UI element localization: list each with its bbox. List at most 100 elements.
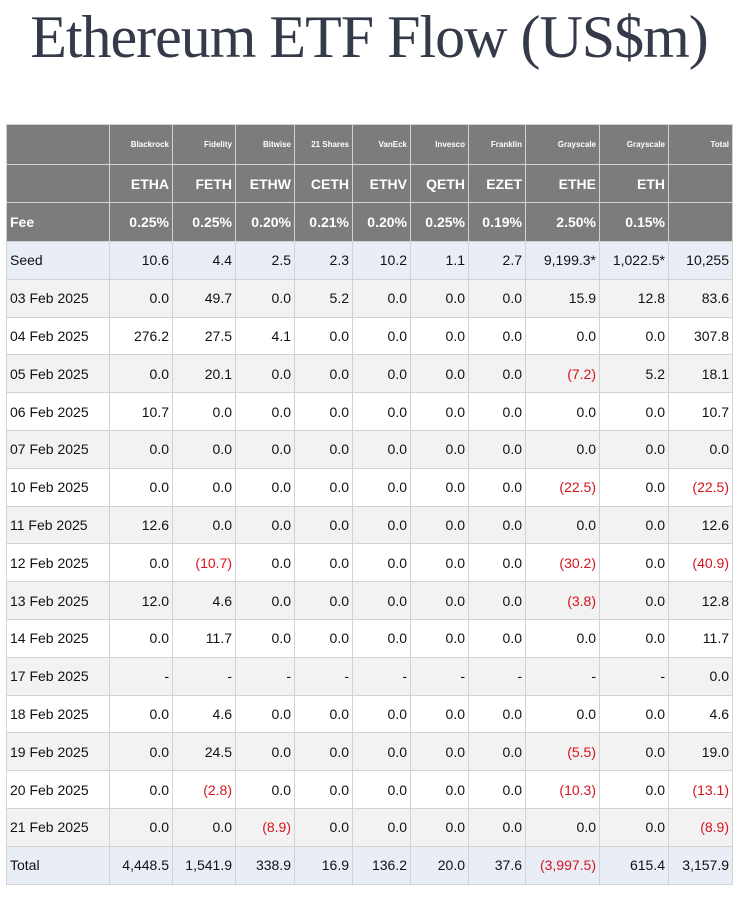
issuer-header-cell: Fidelity [172, 124, 236, 165]
flow-value-cell: 0.0 [172, 392, 236, 431]
page-title: Ethereum ETF Flow (US$m) [30, 4, 709, 70]
row-total-cell: (22.5) [668, 467, 733, 507]
flow-value-cell: (30.2) [525, 543, 600, 583]
table-row: 18 Feb 2025 0.0 4.6 0.0 0.0 0.0 0.0 0.0 0.0 0.0 4.… [6, 694, 733, 734]
flow-value-cell: 0.0 [172, 807, 236, 847]
flow-value-cell: 16.9 [294, 845, 353, 885]
issuer-header-cell: Blackrock [109, 124, 173, 165]
row-total-cell: (40.9) [668, 543, 733, 583]
fee-total-cell [668, 202, 733, 242]
issuer-header-cell: Bitwise [235, 124, 295, 165]
flow-value-cell: 0.0 [109, 770, 173, 809]
table-row: 21 Feb 2025 0.0 0.0 (8.9) 0.0 0.0 0.0 0.0 0.0 0.0… [6, 807, 733, 847]
flow-value-cell: 4.4 [172, 241, 236, 280]
flow-value-cell: 4.6 [172, 694, 236, 734]
flow-value-cell: 0.0 [352, 392, 411, 431]
flow-value-cell: 2.3 [294, 241, 353, 280]
flow-value-cell: 0.0 [294, 467, 353, 507]
row-total-cell: 19.0 [668, 732, 733, 772]
flow-value-cell: 0.0 [294, 581, 353, 620]
flow-value-cell: 0.0 [599, 543, 669, 583]
flow-value-cell: 0.0 [352, 278, 411, 318]
ticker-header-cell: ETHV [352, 164, 411, 203]
flow-value-cell: 0.0 [294, 694, 353, 734]
table-row: 19 Feb 2025 0.0 24.5 0.0 0.0 0.0 0.0 0.0 (5.5) 0.… [6, 732, 733, 772]
flow-value-cell: 0.0 [525, 694, 600, 734]
fee-header-cell: 0.20% [235, 202, 295, 242]
flow-value-cell: 0.0 [410, 467, 469, 507]
row-label: 11 Feb 2025 [6, 505, 110, 545]
flow-value-cell: 0.0 [525, 807, 600, 847]
flow-value-cell: 0.0 [410, 278, 469, 318]
row-label: 05 Feb 2025 [6, 354, 110, 394]
flow-value-cell: 0.0 [109, 354, 173, 394]
flow-value-cell: 0.0 [525, 429, 600, 469]
table-row: 17 Feb 2025- - - - - - - - -0.0 [6, 656, 733, 696]
flow-value-cell: 0.0 [599, 316, 669, 356]
flow-value-cell: (3,997.5) [525, 845, 600, 885]
flow-value-cell: 0.0 [468, 316, 526, 356]
flow-value-cell: 0.0 [352, 618, 411, 658]
fee-header-cell: 0.19% [468, 202, 526, 242]
issuer-header-cell: Grayscale [599, 124, 669, 165]
flow-value-cell: - [352, 656, 411, 696]
flow-value-cell: 0.0 [599, 429, 669, 469]
flow-value-cell: 0.0 [109, 618, 173, 658]
fee-header-cell: 0.21% [294, 202, 353, 242]
flow-value-cell: 0.0 [599, 732, 669, 772]
flow-value-cell: - [172, 656, 236, 696]
table-row: 13 Feb 2025 12.0 4.6 0.0 0.0 0.0 0.0 0.0 (3.8) 0.… [6, 581, 733, 620]
flow-value-cell: 0.0 [599, 807, 669, 847]
flow-value-cell: 0.0 [410, 505, 469, 545]
flow-table-body: Seed 10.6 4.4 2.5 2.3 10.2 1.1 2.7 9,199.3* 1,022… [6, 241, 733, 885]
table-row: 10 Feb 2025 0.0 0.0 0.0 0.0 0.0 0.0 0.0 (22.5) 0.… [6, 467, 733, 507]
flow-value-cell: 0.0 [352, 316, 411, 356]
flow-value-cell: 10.7 [109, 392, 173, 431]
row-total-cell: 4.6 [668, 694, 733, 734]
flow-value-cell: 1,541.9 [172, 845, 236, 885]
flow-value-cell: 0.0 [109, 429, 173, 469]
flow-value-cell: 338.9 [235, 845, 295, 885]
flow-value-cell: 136.2 [352, 845, 411, 885]
flow-value-cell: 0.0 [599, 467, 669, 507]
fee-header-cell: 0.20% [352, 202, 411, 242]
issuer-header-row: Blackrock Fidelity Bitwise 21 Shares Van… [6, 124, 733, 165]
flow-value-cell: 0.0 [525, 316, 600, 356]
row-total-cell: 10.7 [668, 392, 733, 431]
table-row: 07 Feb 2025 0.0 0.0 0.0 0.0 0.0 0.0 0.0 0.0 0.0 0.… [6, 429, 733, 469]
issuer-header-cell: Invesco [410, 124, 469, 165]
flow-value-cell: 0.0 [109, 543, 173, 583]
flow-value-cell: (8.9) [235, 807, 295, 847]
flow-value-cell: 0.0 [410, 543, 469, 583]
row-total-cell: 12.6 [668, 505, 733, 545]
flow-value-cell: - [525, 656, 600, 696]
total-row: Total 4,448.5 1,541.9 338.9 16.9 136.2 20.0 37.… [6, 845, 733, 885]
row-label: 03 Feb 2025 [6, 278, 110, 318]
flow-value-cell: 0.0 [235, 694, 295, 734]
ticker-header-cell: ETHE [525, 164, 600, 203]
flow-value-cell: - [599, 656, 669, 696]
flow-value-cell: 0.0 [235, 770, 295, 809]
table-row: 06 Feb 2025 10.7 0.0 0.0 0.0 0.0 0.0 0.0 0.0 0.0 1… [6, 392, 733, 431]
total-column-header: Total [668, 124, 733, 165]
flow-value-cell: 20.1 [172, 354, 236, 394]
flow-value-cell: 0.0 [599, 392, 669, 431]
table-row: 20 Feb 2025 0.0 (2.8) 0.0 0.0 0.0 0.0 0.0 (10.3)… [6, 770, 733, 809]
flow-value-cell: 0.0 [599, 618, 669, 658]
fee-header-cell: 0.15% [599, 202, 669, 242]
flow-value-cell: 24.5 [172, 732, 236, 772]
row-label: 10 Feb 2025 [6, 467, 110, 507]
flow-value-cell: 0.0 [410, 581, 469, 620]
ticker-total-cell [668, 164, 733, 203]
flow-value-cell: 0.0 [599, 581, 669, 620]
row-label: 19 Feb 2025 [6, 732, 110, 772]
flow-value-cell: 0.0 [109, 694, 173, 734]
flow-value-cell: 0.0 [235, 618, 295, 658]
row-label: 04 Feb 2025 [6, 316, 110, 356]
flow-value-cell: 0.0 [468, 505, 526, 545]
table-row: 14 Feb 2025 0.0 11.7 0.0 0.0 0.0 0.0 0.0 0.0 0.0 1… [6, 618, 733, 658]
table-row: 05 Feb 2025 0.0 20.1 0.0 0.0 0.0 0.0 0.0 (7.2) 5.… [6, 354, 733, 394]
fee-header-cell: 0.25% [172, 202, 236, 242]
flow-value-cell: (3.8) [525, 581, 600, 620]
row-total-cell: 10,255 [668, 241, 733, 280]
